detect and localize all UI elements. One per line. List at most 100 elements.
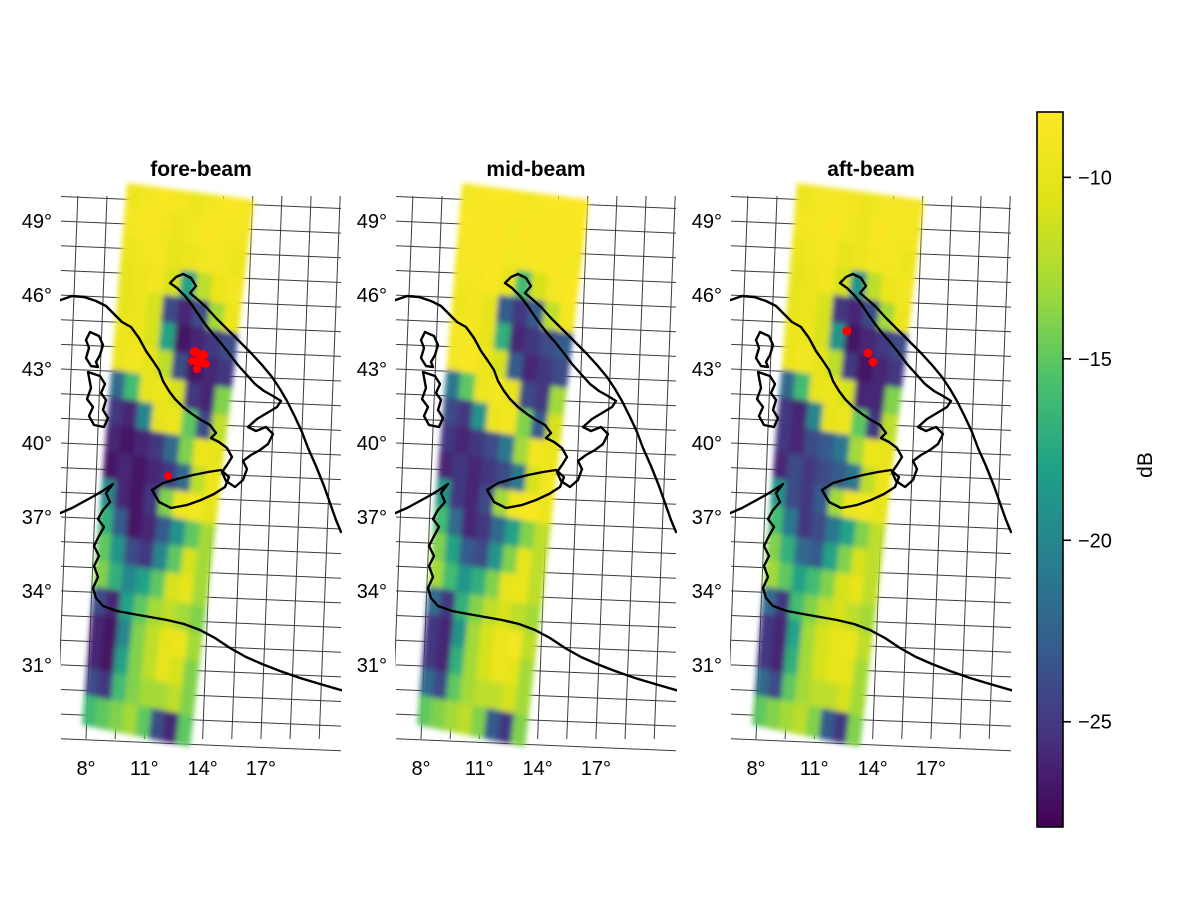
graticule-line bbox=[653, 195, 676, 740]
raster-cell bbox=[885, 219, 907, 256]
raster-cell bbox=[500, 240, 522, 277]
y-tick-label: 43° bbox=[692, 359, 722, 381]
raster-cell bbox=[824, 653, 844, 691]
raster-cell bbox=[792, 536, 812, 574]
raster-cell bbox=[131, 593, 151, 631]
raster-cell bbox=[193, 549, 213, 587]
raster-cell bbox=[830, 294, 851, 331]
raster-cell bbox=[170, 628, 191, 666]
raster-cell bbox=[474, 512, 495, 549]
raster-cell bbox=[853, 215, 875, 252]
x-tick-label: 14° bbox=[857, 758, 887, 780]
raster-cell bbox=[810, 346, 831, 384]
raster-cell bbox=[437, 450, 456, 487]
graticule-line bbox=[231, 195, 254, 740]
raster-cell bbox=[99, 642, 118, 680]
raster-cell bbox=[834, 683, 854, 721]
raster-cell bbox=[787, 261, 807, 297]
y-tick-label: 34° bbox=[357, 581, 387, 603]
raster-cell bbox=[507, 324, 529, 361]
raster-cell bbox=[790, 398, 811, 436]
coastline-path bbox=[420, 370, 445, 429]
raster-cell bbox=[791, 702, 810, 737]
raster-cell bbox=[860, 576, 880, 614]
raster-cell bbox=[804, 566, 824, 604]
raster-cell bbox=[559, 276, 580, 313]
flag-marker-dot bbox=[863, 348, 873, 358]
raster-cell bbox=[156, 626, 177, 664]
raster-cell bbox=[182, 381, 203, 418]
raster-cell bbox=[95, 532, 114, 569]
raster-cell bbox=[477, 485, 497, 522]
raster-cell bbox=[812, 319, 833, 356]
raster-cell bbox=[535, 356, 556, 393]
raster-cell bbox=[867, 383, 888, 420]
raster-cell bbox=[534, 494, 555, 532]
graticule-line bbox=[289, 195, 312, 740]
raster-cell bbox=[421, 640, 439, 677]
raster-cell bbox=[756, 640, 774, 677]
raster-cell bbox=[455, 233, 475, 270]
y-tick-label: 31° bbox=[22, 655, 52, 677]
raster-cell bbox=[514, 408, 535, 445]
raster-cell bbox=[837, 656, 857, 694]
raster-cell bbox=[787, 591, 807, 628]
raster-cell bbox=[206, 440, 226, 477]
raster-cell bbox=[458, 675, 478, 713]
raster-cell bbox=[445, 672, 464, 710]
coastline-path bbox=[150, 468, 231, 510]
raster-cell bbox=[821, 542, 841, 579]
raster-cell bbox=[838, 213, 860, 250]
raster-cell bbox=[503, 517, 523, 554]
raster-cell bbox=[526, 437, 547, 475]
raster-cell bbox=[494, 460, 515, 497]
raster-cell bbox=[417, 694, 434, 728]
raster-cell bbox=[520, 492, 541, 530]
raster-cell bbox=[832, 571, 852, 609]
raster-cell bbox=[852, 519, 873, 557]
raster-cell bbox=[497, 571, 517, 609]
raster-cell bbox=[513, 686, 532, 723]
coastline-path bbox=[60, 272, 342, 534]
raster-cell bbox=[142, 485, 162, 522]
raster-cell bbox=[519, 631, 539, 669]
coastline-path bbox=[85, 370, 110, 429]
raster-cell bbox=[788, 425, 808, 463]
raster-cell bbox=[450, 618, 470, 656]
raster-cell bbox=[168, 213, 190, 250]
raster-cell bbox=[183, 215, 205, 252]
graticule-line bbox=[624, 195, 647, 740]
raster-cell bbox=[140, 346, 161, 384]
raster-cell bbox=[781, 342, 800, 379]
raster-cell bbox=[807, 374, 828, 411]
raster-cell bbox=[441, 561, 461, 599]
flag-marker-dot bbox=[193, 356, 205, 368]
raster-cell bbox=[851, 658, 870, 696]
y-tick-label: 46° bbox=[357, 285, 387, 307]
raster-cell bbox=[793, 675, 813, 713]
raster-cell bbox=[812, 485, 832, 522]
raster-cell bbox=[172, 324, 194, 361]
raster-cell bbox=[782, 645, 802, 683]
coastline-path bbox=[730, 482, 1012, 692]
raster-cell bbox=[145, 596, 165, 634]
raster-cell bbox=[471, 539, 492, 577]
raster-cell bbox=[835, 544, 855, 582]
raster-cell bbox=[829, 460, 850, 497]
raster-cell bbox=[151, 680, 171, 718]
raster-cell bbox=[882, 246, 904, 284]
raster-cell bbox=[167, 656, 187, 694]
raster-cell bbox=[815, 596, 835, 634]
raster-cell bbox=[142, 319, 163, 356]
raster-cell bbox=[429, 697, 448, 731]
coastline-path bbox=[730, 272, 1012, 534]
raster-cell bbox=[441, 396, 461, 433]
graticule-line bbox=[260, 195, 283, 740]
raster-cell bbox=[531, 244, 553, 281]
y-tick-label: 40° bbox=[22, 433, 52, 455]
raster-cell bbox=[502, 656, 522, 694]
raster-cell bbox=[537, 467, 558, 505]
raster-cell bbox=[170, 351, 191, 388]
